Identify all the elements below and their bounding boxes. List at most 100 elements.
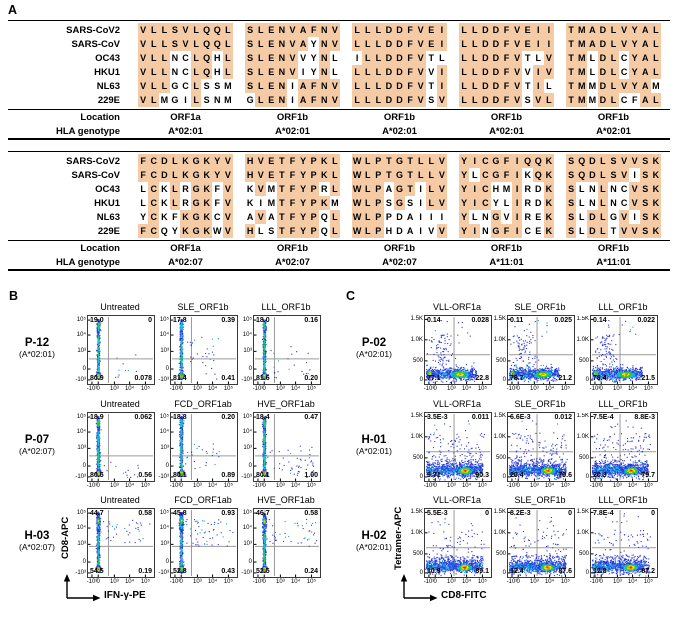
alignment-blocks: SARS-CoV2 V L L S V L Q Q L S L E N V A F N V L L L D D F V E I L L D D… <box>8 20 670 271</box>
residue: T <box>565 37 577 51</box>
residue: K <box>543 196 555 210</box>
residue: K <box>246 184 254 194</box>
quadrant-lower-left: 80.1 <box>256 472 270 479</box>
residue: V <box>415 65 426 79</box>
residue: V <box>287 37 298 51</box>
quadrant-lower-right: 1.00 <box>304 472 318 479</box>
residue: G <box>490 168 502 182</box>
residue: S <box>608 168 619 182</box>
x-tick-label: 0 <box>96 386 100 392</box>
residue: N <box>318 65 330 79</box>
residue: G <box>609 212 617 222</box>
residue: L <box>458 51 470 65</box>
quadrant-lower-left: 10.9 <box>427 568 441 575</box>
residue: C <box>148 168 160 182</box>
residue: V <box>300 53 307 63</box>
plot-title: LLL_ORF1b <box>598 399 648 409</box>
residue: Q <box>532 168 544 182</box>
residue: A <box>639 93 651 107</box>
residue: P <box>308 196 319 210</box>
panel-b-flow-ifn: B P-12 (A*02:01) Untreated 19.0 0 80.9 0.078 10… <box>8 290 340 639</box>
residue: N <box>171 53 179 63</box>
quadrant-upper-right: 0.20 <box>221 414 235 421</box>
plot-area: 3.5E-3 0.011 9.71 90.3 1.5K 1.0K 500 0 -10³ 0 10³ 1… <box>411 412 492 489</box>
x-tick-label: -10³ <box>589 483 601 489</box>
y-tick-label: 0 <box>248 559 252 566</box>
y-tick-label: 10⁵ <box>76 414 86 421</box>
virus-name: 229E <box>97 225 120 237</box>
residue: F <box>214 198 221 208</box>
residue: K <box>543 182 555 196</box>
y-tick-label: 10⁵ <box>76 510 86 517</box>
residue: Y <box>458 224 470 238</box>
flow-plot: LLL_ORF1b 18.0 0.16 81.6 0.20 10⁵ 10⁴ 10³ 0 -10³ -… <box>241 302 321 392</box>
residue: V <box>524 67 531 77</box>
residue: S <box>244 23 256 37</box>
residue: C <box>620 95 628 105</box>
residue: P <box>308 182 319 196</box>
residue: I <box>511 154 523 168</box>
flow-plot: VLL-ORF1a 0.14 0.028 77.1 22.8 1.5K 1.0K 500 0 -1… <box>411 302 492 392</box>
residue: I <box>291 81 294 91</box>
residue: L <box>578 226 585 236</box>
residue: R <box>321 184 328 194</box>
quadrant-lower-left: 52.5 <box>256 568 270 575</box>
plot-title: Untreated <box>100 495 140 505</box>
residue: I <box>532 23 544 37</box>
residue: I <box>532 79 544 93</box>
residue: Y <box>310 67 317 77</box>
x-tick-label: 0 <box>179 579 183 585</box>
x-tick-label: 0 <box>516 579 520 585</box>
residue: K <box>180 168 191 182</box>
location-label: Location <box>80 242 120 254</box>
residue: C <box>182 81 189 91</box>
plot-title: FCD_ORF1ab <box>174 399 232 409</box>
residue: L <box>362 65 374 79</box>
residue: D <box>587 210 598 224</box>
residue: R <box>524 212 531 222</box>
x-tick-label: 10⁴ <box>124 579 135 585</box>
residue: L <box>469 65 481 79</box>
residue: M <box>267 198 276 208</box>
residue: D <box>490 23 502 37</box>
residue: V <box>436 93 448 107</box>
residue: L <box>469 79 481 93</box>
quadrant-upper-left: 46.7 <box>256 510 270 517</box>
quadrant-upper-right: 0.012 <box>554 414 572 421</box>
x-tick-label: 10⁴ <box>207 483 218 489</box>
residue: V <box>618 154 630 168</box>
residue: D <box>490 79 502 93</box>
residue: K <box>161 184 168 194</box>
x-tick-label: 0 <box>262 579 266 585</box>
residue: W <box>351 182 363 196</box>
residue: L <box>159 79 170 93</box>
scatter-canvas <box>254 509 320 577</box>
y-tick-label: 0 <box>502 473 506 480</box>
residue: C <box>620 198 628 208</box>
residue: W <box>351 168 363 182</box>
residue: V <box>287 23 298 37</box>
quadrant-upper-left: 19.0 <box>90 317 104 324</box>
x-tick-label: 10⁴ <box>124 483 135 489</box>
location-value: ORF1b <box>276 111 309 123</box>
y-tick-label: 0 <box>248 366 252 373</box>
residue: K <box>524 170 531 180</box>
residue: T <box>610 226 617 236</box>
residue: C <box>148 210 160 224</box>
flow-plot: HVE_ORF1ab 46.7 0.58 52.5 0.24 10⁵ 10⁴ 10³ 0 -10³… <box>241 495 321 585</box>
residue: I <box>419 212 422 222</box>
quadrant-lower-left: 52.8 <box>173 568 187 575</box>
residue: D <box>383 65 395 79</box>
